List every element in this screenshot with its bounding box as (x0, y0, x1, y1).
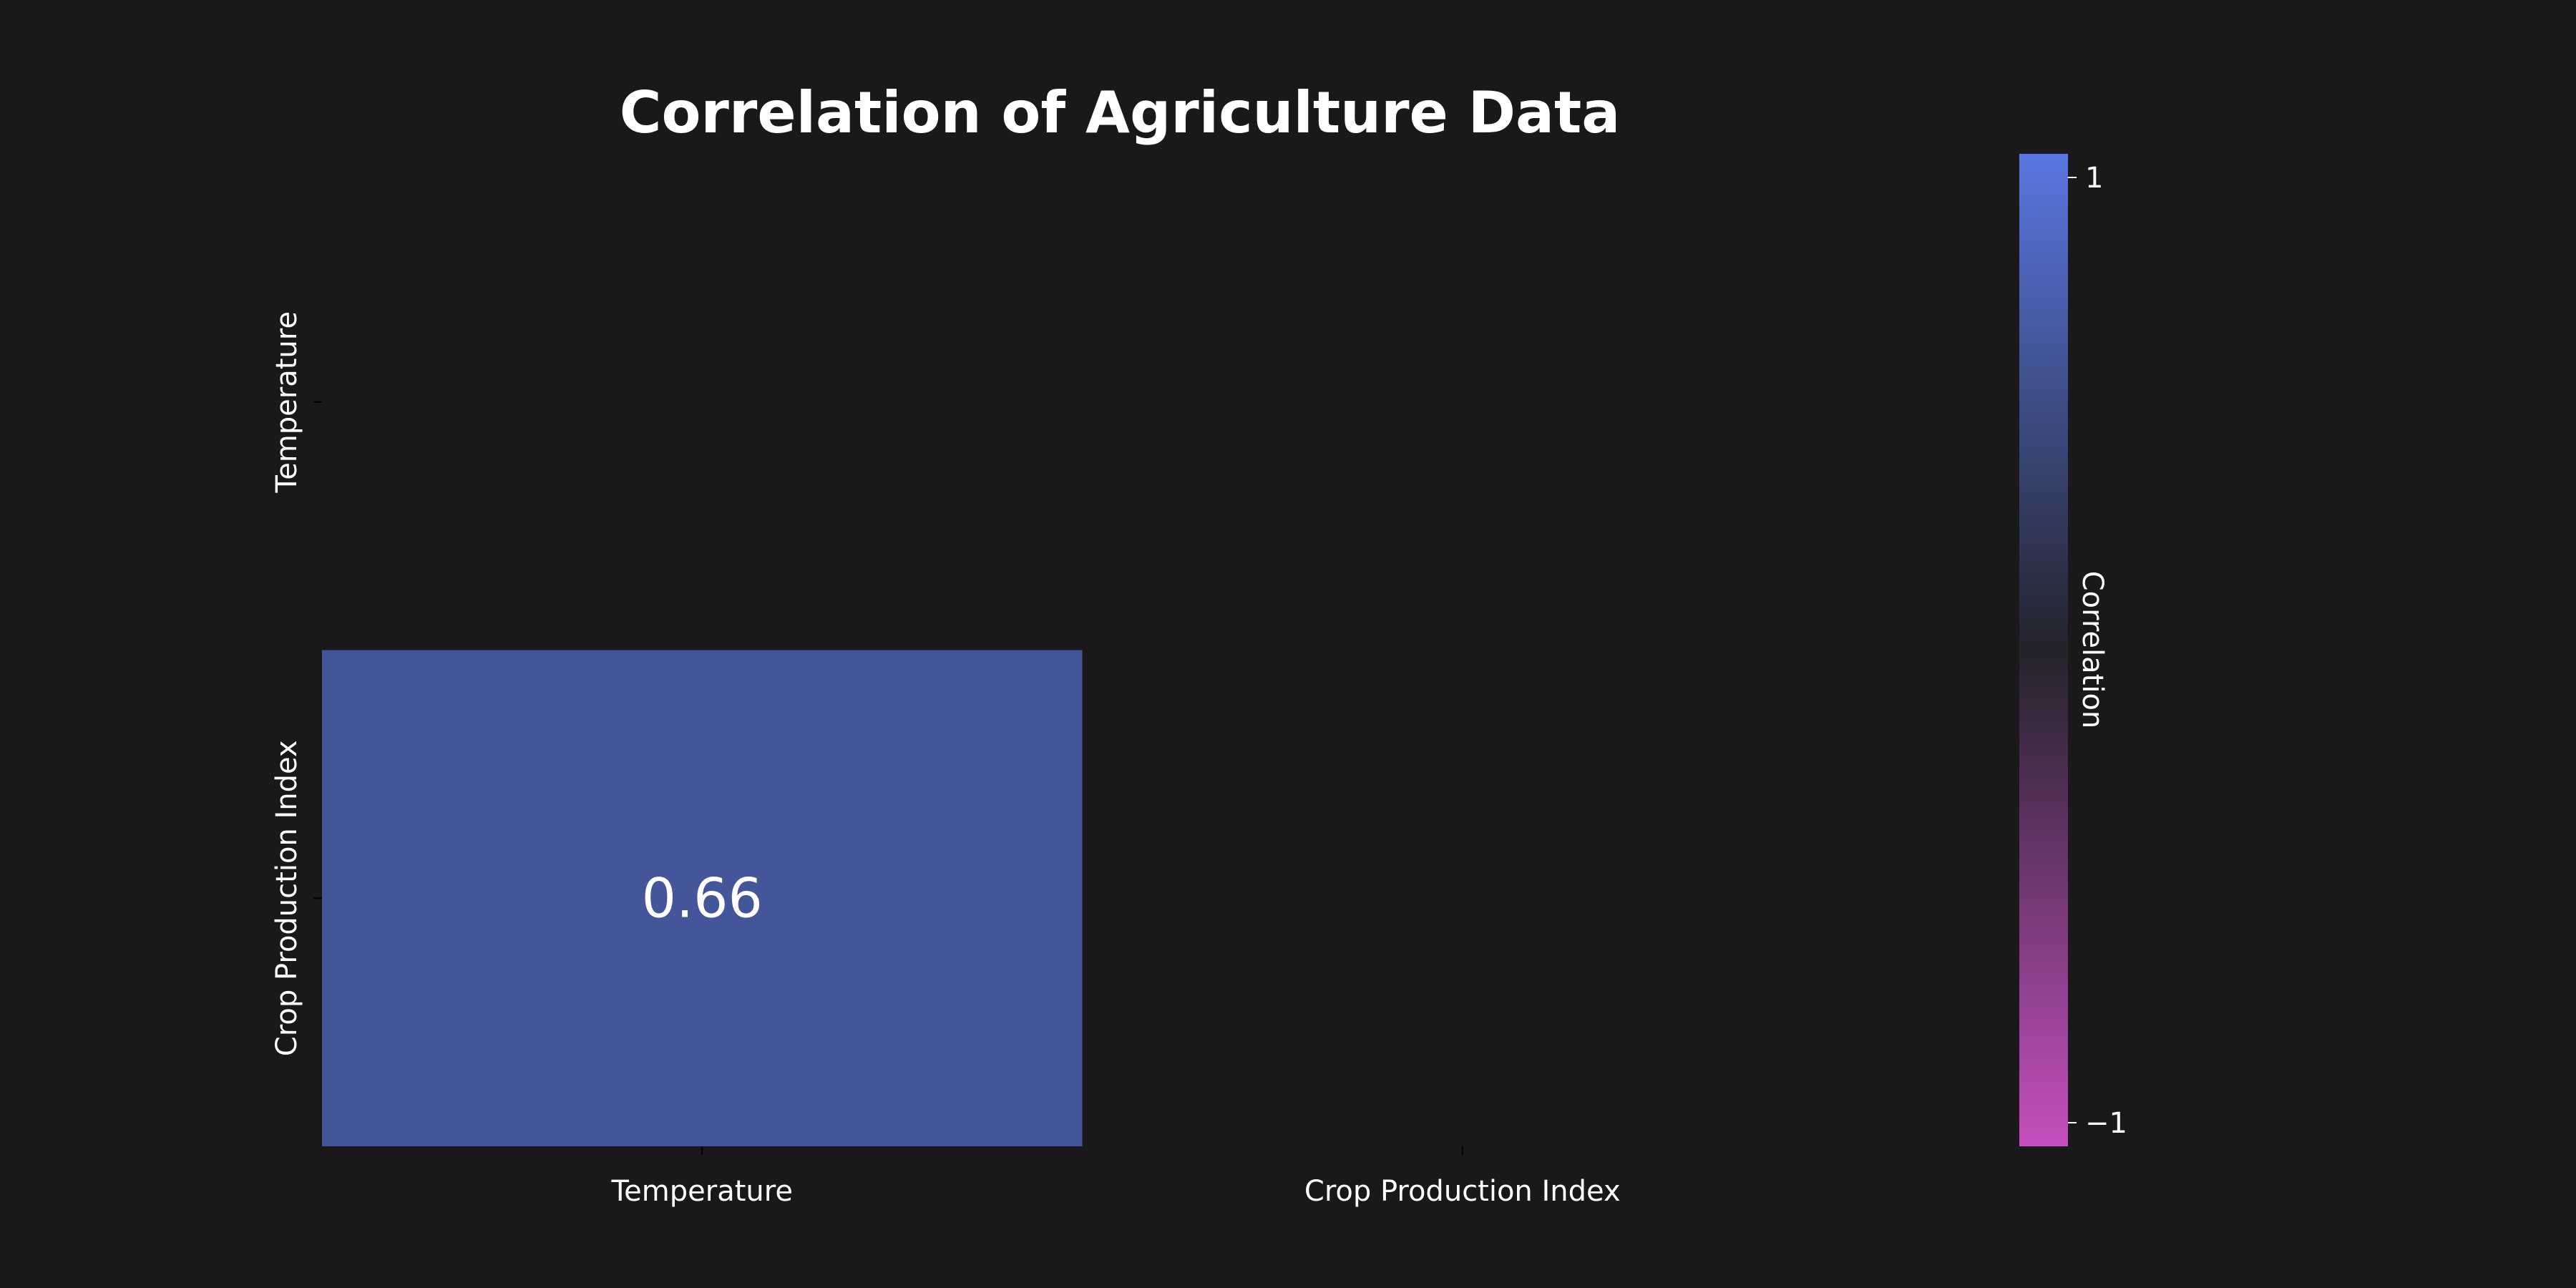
colorbar-tick-label: −1 (2085, 1107, 2127, 1140)
colorbar-gradient (2019, 154, 2068, 1146)
heatmap-cell (322, 650, 1083, 1146)
y-axis-tick-label: Crop Production Index (270, 740, 303, 1056)
heatmap-axes: Temperature Crop Production Index Temperat… (270, 311, 1621, 1208)
chart-title: Correlation of Agriculture Data (620, 79, 1621, 146)
y-axis-tick-label: Temperature (270, 311, 303, 493)
x-axis-tick-label: Crop Production Index (1304, 1175, 1621, 1208)
colorbar-tick-label: 1 (2085, 162, 2103, 195)
colorbar-ticks: 1 −1 (2068, 162, 2127, 1140)
heatmap-plot-area: 0.66 (322, 650, 1083, 1146)
colorbar: 1 −1 Correlation (2019, 154, 2127, 1146)
heatmap-cell-label: 0.66 (642, 866, 763, 930)
colorbar-label: Correlation (2076, 571, 2109, 729)
x-axis-tick-label: Temperature (611, 1175, 793, 1208)
